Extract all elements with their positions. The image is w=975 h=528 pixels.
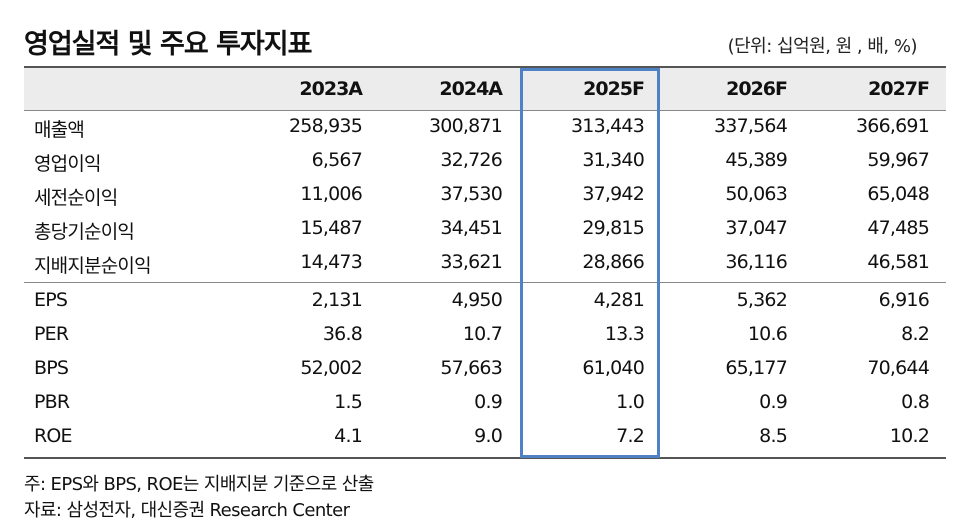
table-cell: 6,567 [311,149,363,171]
table-row: 영업이익 6,567 32,726 31,340 45,389 59,967 [24,144,946,178]
table-cell: 33,621 [440,251,502,273]
table-cell: 0.9 [474,391,503,413]
source-note: 자료: 삼성전자, 대신증권 Research Center [24,500,350,521]
table-cell: 13.3 [604,323,645,345]
table-row: BPS 52,002 57,663 61,040 65,177 70,644 [24,352,946,386]
table-row: 지배지분순이익 14,473 33,621 28,866 36,116 46,581 [24,246,946,280]
table-row: PER 36.8 10.7 13.3 10.6 8.2 [24,318,946,352]
table-cell: 337,564 [714,115,788,137]
table-header: 2023A 2024A 2025F 2026F 2027F [24,66,946,111]
table-cell: 37,530 [440,183,502,205]
table-row: EPS 2,131 4,950 4,281 5,362 6,916 [24,284,946,318]
table-cell: 8.5 [759,425,788,447]
table-cell: 8.2 [901,323,930,345]
table-cell: 1.0 [616,391,645,413]
table-cell: 10.6 [747,323,788,345]
table-cell: 1.5 [334,391,363,413]
table-cell: 36.8 [322,323,363,345]
row-label: 총당기순이익 [34,221,135,243]
row-label: BPS [34,357,69,379]
table-cell: 65,048 [867,183,929,205]
table-row: 매출액 258,935 300,871 313,443 337,564 366,691 [24,110,946,144]
column-header: 2026F [726,78,788,100]
table-cell: 57,663 [440,357,502,379]
table-cell: 10.7 [462,323,503,345]
table-row: 세전순이익 11,006 37,530 37,942 50,063 65,048 [24,178,946,212]
table-cell: 45,389 [725,149,787,171]
table-row: ROE 4.1 9.0 7.2 8.5 10.2 [24,420,946,454]
table-cell: 61,040 [582,357,644,379]
table-cell: 31,340 [582,149,644,171]
table-row: PBR 1.5 0.9 1.0 0.9 0.8 [24,386,946,420]
column-header: 2024A [439,78,503,100]
table-title: 영업실적 및 주요 투자지표 [24,29,312,60]
row-label: PBR [34,391,70,413]
row-label: 세전순이익 [34,187,118,209]
table-cell: 11,006 [300,183,362,205]
table-cell: 47,485 [867,217,929,239]
table-cell: 36,116 [725,251,787,273]
table-cell: 6,916 [878,289,930,311]
table-cell: 28,866 [582,251,644,273]
column-header: 2025F [583,78,645,100]
table-bottom-rule [24,457,946,459]
row-label: 지배지분순이익 [34,255,152,277]
column-header: 2027F [868,78,930,100]
column-header: 2023A [299,78,363,100]
table-cell: 0.9 [759,391,788,413]
table-cell: 50,063 [725,183,787,205]
table-cell: 29,815 [582,217,644,239]
table-cell: 34,451 [440,217,502,239]
table-cell: 32,726 [440,149,502,171]
table-row: 총당기순이익 15,487 34,451 29,815 37,047 47,485 [24,212,946,246]
row-label: PER [34,323,69,345]
row-label: 매출액 [34,119,85,141]
table-cell: 9.0 [474,425,503,447]
table-cell: 5,362 [736,289,788,311]
table-cell: 65,177 [725,357,787,379]
table-cell: 258,935 [289,115,363,137]
table-cell: 14,473 [300,251,362,273]
table-cell: 59,967 [867,149,929,171]
table-cell: 37,942 [582,183,644,205]
row-label: 영업이익 [34,153,102,175]
table-cell: 4.1 [334,425,363,447]
table-cell: 2,131 [311,289,363,311]
row-label: ROE [34,425,73,447]
table-cell: 15,487 [300,217,362,239]
table-cell: 0.8 [901,391,930,413]
table-cell: 313,443 [571,115,645,137]
table-cell: 52,002 [300,357,362,379]
table-cell: 37,047 [725,217,787,239]
table-cell: 366,691 [856,115,930,137]
table-cell: 4,281 [593,289,645,311]
row-label: EPS [34,289,68,311]
table-cell: 300,871 [429,115,503,137]
table-cell: 70,644 [867,357,929,379]
group-divider [24,282,946,283]
table-cell: 4,950 [451,289,503,311]
unit-label: (단위: 십억원, 원 , 배, %) [727,36,918,57]
table-cell: 46,581 [867,251,929,273]
footnote: 주: EPS와 BPS, ROE는 지배지분 기준으로 산출 [24,474,374,495]
table-cell: 10.2 [889,425,930,447]
table-cell: 7.2 [616,425,645,447]
